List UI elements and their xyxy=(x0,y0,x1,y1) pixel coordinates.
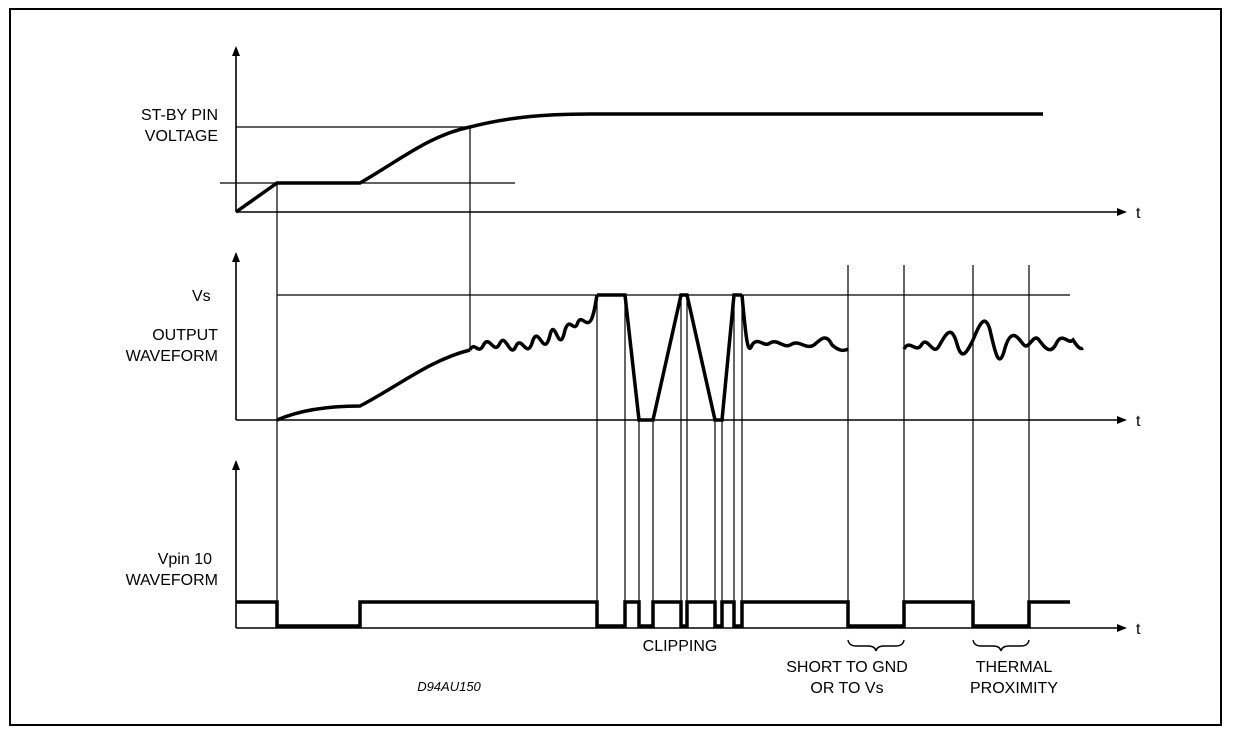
standby-label-line1: ST-BY PIN xyxy=(141,107,218,124)
drawing-code: D94AU150 xyxy=(417,679,481,694)
output-label-line2: WAVEFORM xyxy=(126,348,218,365)
output-oscillation-2 xyxy=(740,294,849,353)
short-label-line2: OR TO Vs xyxy=(810,680,883,697)
standby-label-line2: VOLTAGE xyxy=(145,128,218,145)
vs-label: Vs xyxy=(192,288,211,305)
output-label-line1: OUTPUT xyxy=(152,327,218,344)
vpin-panel xyxy=(232,460,1127,632)
output-panel xyxy=(232,252,1127,602)
output-oscillation-1 xyxy=(468,294,599,352)
clipping-edges xyxy=(596,295,743,602)
timing-markers xyxy=(276,127,1030,602)
vpin-label-line1: Vpin 10 xyxy=(158,551,212,568)
thermal-proximity-brace xyxy=(972,639,1030,652)
output-rise-curve xyxy=(276,348,471,422)
t-axis-label-output: t xyxy=(1136,413,1141,430)
thermal-label-line1: THERMAL xyxy=(976,659,1053,676)
short-label-line1: SHORT TO GND xyxy=(786,659,908,676)
vpin-label-line2: WAVEFORM xyxy=(126,572,218,589)
standby-voltage-curve xyxy=(234,112,1043,214)
output-clipping-wave xyxy=(597,293,742,422)
vpin-waveform xyxy=(236,600,1070,628)
short-to-gnd-brace xyxy=(847,639,905,652)
t-axis-label-standby: t xyxy=(1136,205,1141,222)
t-axis-label-vpin: t xyxy=(1136,621,1141,638)
thermal-label-line2: PROXIMITY xyxy=(970,680,1058,697)
clipping-label: CLIPPING xyxy=(643,638,718,655)
standby-panel xyxy=(220,46,1127,216)
output-oscillation-3 xyxy=(902,319,1084,361)
diagram-frame xyxy=(9,8,1222,726)
